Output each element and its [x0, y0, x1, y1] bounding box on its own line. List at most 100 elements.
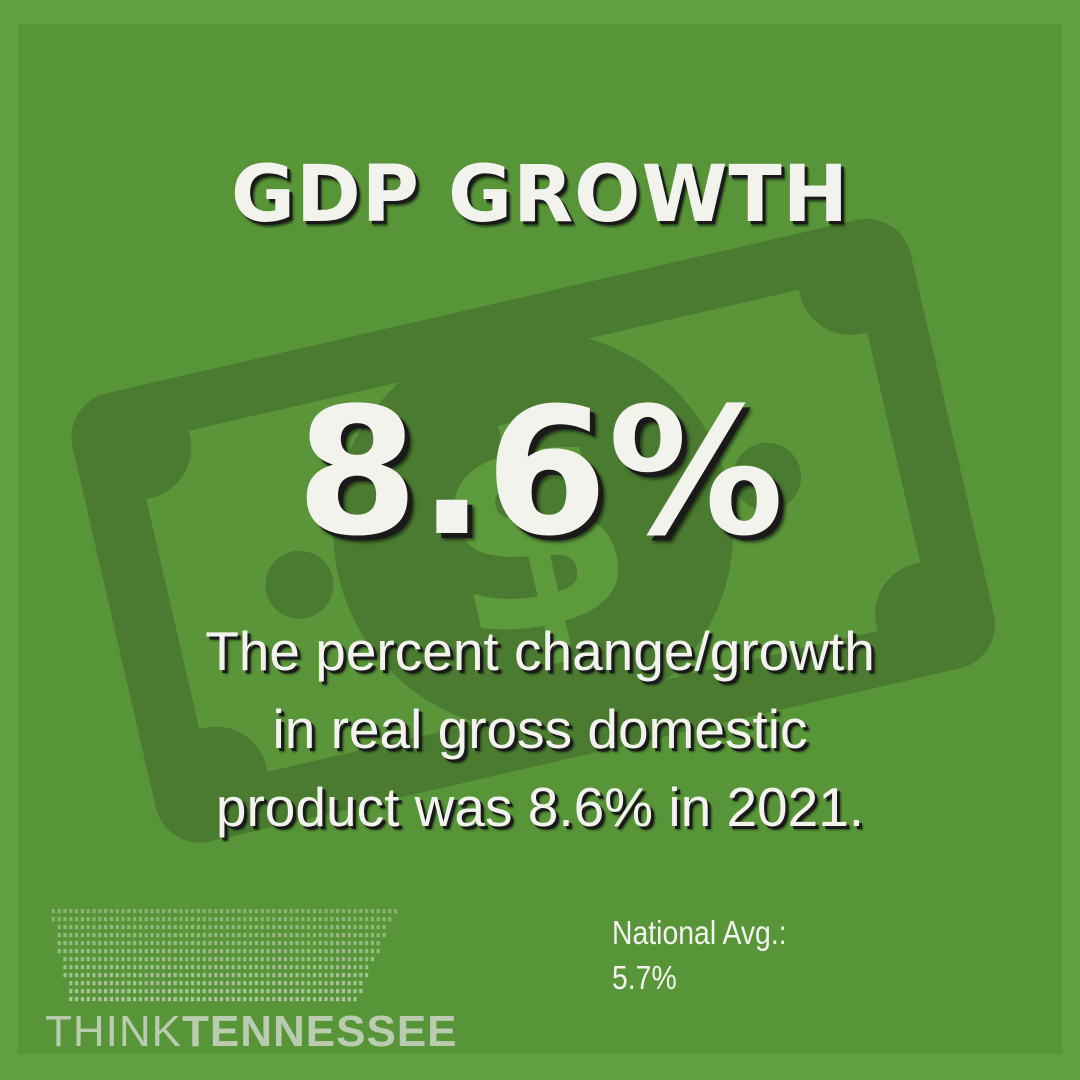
logo-dot — [237, 981, 241, 986]
logo-dot — [330, 917, 334, 922]
logo-dot — [307, 917, 311, 922]
logo-dot — [109, 997, 113, 1002]
logo-dot — [376, 909, 380, 914]
logo-dot — [266, 997, 270, 1002]
logo-dot — [260, 925, 264, 930]
logo-dot — [202, 997, 206, 1002]
logo-dot — [156, 973, 160, 978]
logo-dot — [347, 917, 351, 922]
logo-dot — [347, 925, 351, 930]
logo-dot — [243, 909, 247, 914]
logo-dot — [341, 957, 345, 962]
logo-dot — [307, 957, 311, 962]
logo-dot — [336, 941, 340, 946]
logo-dot — [127, 957, 131, 962]
logo-dot — [115, 997, 119, 1002]
logo-dot — [283, 941, 287, 946]
logo-dot — [138, 957, 142, 962]
logo-dot — [63, 933, 67, 938]
logo-dot — [220, 973, 224, 978]
logo-dot — [138, 909, 142, 914]
logo-dot — [254, 941, 258, 946]
logo-dot — [92, 933, 96, 938]
logo-dot — [283, 925, 287, 930]
logo-dot — [185, 997, 189, 1002]
logo-dot — [144, 949, 148, 954]
logo-dot — [283, 997, 287, 1002]
logo-dot — [144, 957, 148, 962]
logo-dot — [98, 933, 102, 938]
logo-dot — [214, 989, 218, 994]
logo-dot — [260, 941, 264, 946]
logo-dot — [231, 925, 235, 930]
logo-dot — [249, 917, 253, 922]
logo-dot — [156, 909, 160, 914]
logo-dot — [254, 933, 258, 938]
logo-dot — [86, 949, 90, 954]
logo-dot — [301, 941, 305, 946]
logo-dot — [254, 973, 258, 978]
logo-dot — [295, 981, 299, 986]
logo-dot — [109, 949, 113, 954]
logo-dot — [202, 973, 206, 978]
logo-dot — [86, 973, 90, 978]
logo-dot — [376, 917, 380, 922]
logo-dot — [336, 997, 340, 1002]
logo-dot — [115, 973, 119, 978]
logo-dot — [138, 965, 142, 970]
logo-dot — [92, 909, 96, 914]
logo-dot — [98, 989, 102, 994]
logo-dot — [336, 925, 340, 930]
logo-dot — [318, 941, 322, 946]
national-average-label: National Avg.: — [612, 914, 787, 951]
logo-dot — [260, 981, 264, 986]
logo-dot — [133, 949, 137, 954]
logo-dot — [365, 909, 369, 914]
logo-dot — [80, 973, 84, 978]
logo-dot — [92, 925, 96, 930]
logo-dot — [370, 957, 374, 962]
logo-dot — [196, 917, 200, 922]
logo-dot — [249, 973, 253, 978]
logo-dot — [150, 941, 154, 946]
logo-dot — [162, 909, 166, 914]
logo-dot — [307, 909, 311, 914]
logo-dot — [353, 989, 357, 994]
logo-dot — [80, 917, 84, 922]
logo-dot — [283, 965, 287, 970]
logo-dot — [295, 989, 299, 994]
logo-dot — [109, 917, 113, 922]
logo-dot — [75, 965, 79, 970]
logo-dot — [324, 957, 328, 962]
logo-dot — [196, 933, 200, 938]
logo-dot — [167, 989, 171, 994]
logo-dot — [167, 917, 171, 922]
logo-dot — [278, 997, 282, 1002]
description-line: product was 8.6% in 2021. — [215, 776, 865, 838]
logo-dot — [330, 965, 334, 970]
logo-dot — [208, 965, 212, 970]
logo-dot — [307, 933, 311, 938]
logo-dot — [365, 957, 369, 962]
logo-dot — [318, 965, 322, 970]
logo-dot — [347, 965, 351, 970]
logo-dot — [208, 997, 212, 1002]
logo-dot — [156, 957, 160, 962]
logo-dot — [254, 981, 258, 986]
logo-dot — [173, 909, 177, 914]
national-average-value: 5.7% — [612, 959, 677, 996]
logo-dot — [376, 933, 380, 938]
logo-dot — [162, 941, 166, 946]
logo-dot — [231, 949, 235, 954]
logo-dot — [295, 933, 299, 938]
logo-dot — [312, 989, 316, 994]
logo-dot — [289, 981, 293, 986]
logo-dot — [330, 925, 334, 930]
logo-dot — [330, 973, 334, 978]
logo-dot — [278, 949, 282, 954]
logo-dot — [225, 941, 229, 946]
logo-dot — [173, 917, 177, 922]
logo-dot — [109, 941, 113, 946]
logo-dot — [341, 949, 345, 954]
